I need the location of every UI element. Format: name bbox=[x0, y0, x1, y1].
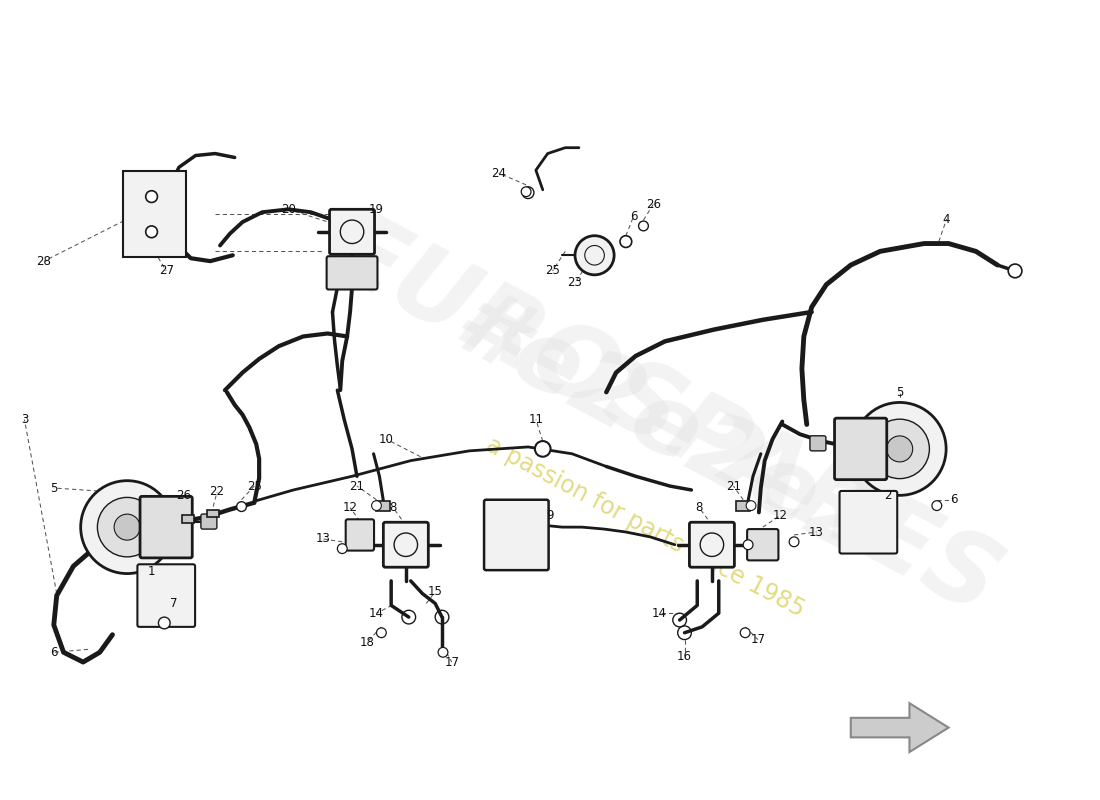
Circle shape bbox=[98, 498, 157, 557]
Circle shape bbox=[535, 441, 551, 457]
Circle shape bbox=[746, 501, 756, 510]
Text: a passion for parts since 1985: a passion for parts since 1985 bbox=[482, 433, 808, 622]
Text: 11: 11 bbox=[528, 413, 543, 426]
Text: 13: 13 bbox=[810, 526, 824, 538]
Circle shape bbox=[145, 226, 157, 238]
Text: 2: 2 bbox=[884, 490, 892, 502]
Text: #e2e2e2: #e2e2e2 bbox=[437, 278, 893, 580]
FancyBboxPatch shape bbox=[835, 418, 887, 480]
Text: 17: 17 bbox=[750, 633, 766, 646]
Text: 28: 28 bbox=[36, 254, 52, 268]
Circle shape bbox=[870, 419, 930, 478]
Circle shape bbox=[639, 221, 648, 231]
Text: 20: 20 bbox=[280, 203, 296, 216]
FancyBboxPatch shape bbox=[810, 436, 826, 451]
Circle shape bbox=[521, 187, 531, 197]
Circle shape bbox=[575, 236, 614, 275]
Bar bbox=[736, 501, 750, 510]
Circle shape bbox=[620, 236, 631, 247]
Text: 25: 25 bbox=[246, 479, 262, 493]
Text: 14: 14 bbox=[651, 606, 667, 620]
Text: 26: 26 bbox=[646, 198, 661, 211]
Bar bbox=[376, 501, 390, 510]
Text: EUROSPARES: EUROSPARES bbox=[315, 202, 1015, 637]
Bar bbox=[123, 171, 186, 258]
Bar bbox=[182, 515, 194, 523]
Text: 17: 17 bbox=[444, 655, 460, 669]
Text: 18: 18 bbox=[360, 636, 374, 649]
Text: 6: 6 bbox=[50, 646, 57, 658]
Circle shape bbox=[114, 514, 140, 540]
FancyBboxPatch shape bbox=[140, 496, 192, 558]
FancyBboxPatch shape bbox=[484, 500, 549, 570]
Text: 15: 15 bbox=[428, 585, 442, 598]
Circle shape bbox=[158, 617, 170, 629]
FancyBboxPatch shape bbox=[201, 514, 217, 529]
FancyBboxPatch shape bbox=[690, 522, 735, 567]
FancyBboxPatch shape bbox=[345, 519, 374, 550]
Text: 8: 8 bbox=[695, 501, 703, 514]
FancyBboxPatch shape bbox=[138, 564, 195, 627]
Bar bbox=[207, 510, 219, 518]
Text: 22: 22 bbox=[210, 486, 224, 498]
Text: 27: 27 bbox=[158, 265, 174, 278]
Text: 3: 3 bbox=[21, 413, 29, 426]
Text: 21: 21 bbox=[350, 479, 364, 493]
Polygon shape bbox=[850, 703, 948, 752]
Text: 14: 14 bbox=[368, 606, 384, 620]
Circle shape bbox=[376, 628, 386, 638]
Circle shape bbox=[438, 647, 448, 657]
Circle shape bbox=[887, 436, 913, 462]
Text: 16: 16 bbox=[676, 650, 692, 662]
Circle shape bbox=[145, 190, 157, 202]
FancyBboxPatch shape bbox=[383, 522, 428, 567]
Circle shape bbox=[854, 402, 946, 495]
Text: 5: 5 bbox=[51, 482, 57, 494]
Circle shape bbox=[372, 501, 382, 510]
FancyBboxPatch shape bbox=[839, 491, 898, 554]
Circle shape bbox=[522, 187, 534, 198]
Text: 23: 23 bbox=[568, 276, 582, 289]
Text: 6: 6 bbox=[630, 210, 637, 222]
Text: 1: 1 bbox=[147, 565, 155, 578]
Text: 13: 13 bbox=[316, 532, 330, 546]
Circle shape bbox=[236, 502, 246, 511]
Text: 9: 9 bbox=[546, 509, 553, 522]
FancyBboxPatch shape bbox=[327, 256, 377, 290]
Text: 4: 4 bbox=[943, 213, 950, 226]
FancyBboxPatch shape bbox=[747, 529, 779, 560]
Text: 19: 19 bbox=[368, 203, 384, 216]
Text: 10: 10 bbox=[378, 433, 394, 446]
Text: 25: 25 bbox=[546, 265, 560, 278]
Circle shape bbox=[740, 628, 750, 638]
Circle shape bbox=[789, 537, 799, 546]
Circle shape bbox=[744, 540, 754, 550]
Text: 6: 6 bbox=[949, 494, 957, 506]
FancyBboxPatch shape bbox=[330, 210, 374, 254]
Circle shape bbox=[80, 481, 174, 574]
Text: 8: 8 bbox=[389, 501, 397, 514]
Text: 26: 26 bbox=[176, 490, 191, 502]
Text: 21: 21 bbox=[726, 479, 741, 493]
Circle shape bbox=[1009, 264, 1022, 278]
Text: 12: 12 bbox=[773, 509, 788, 522]
Text: 12: 12 bbox=[342, 501, 358, 514]
Circle shape bbox=[338, 544, 348, 554]
Text: 24: 24 bbox=[492, 166, 506, 180]
Circle shape bbox=[932, 501, 942, 510]
Text: 5: 5 bbox=[896, 386, 903, 398]
Text: 7: 7 bbox=[170, 597, 178, 610]
